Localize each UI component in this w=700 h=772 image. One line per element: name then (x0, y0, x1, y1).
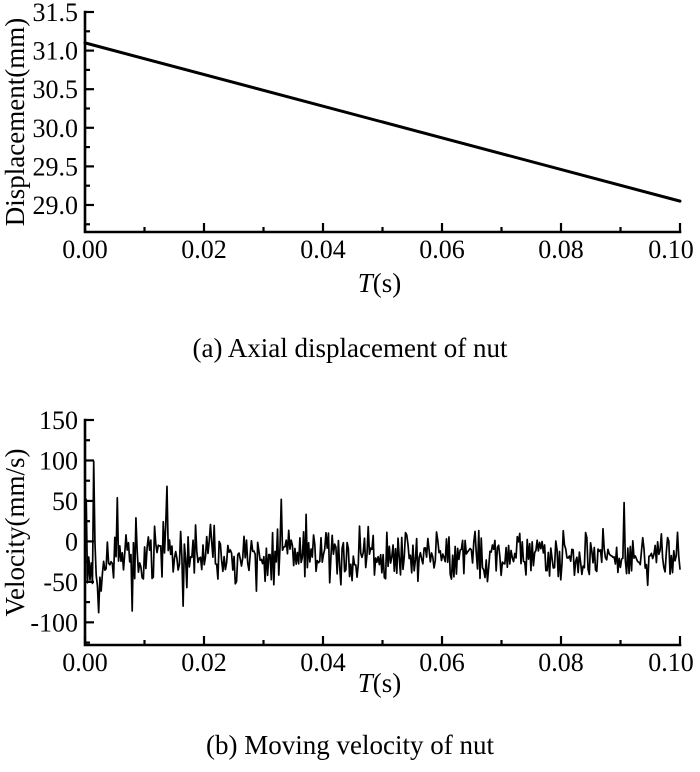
x-tick-label: 0.04 (300, 235, 346, 264)
x-axis-label: T(s) (358, 268, 402, 298)
x-tick-label: 0.10 (648, 648, 694, 677)
y-tick-label: 31.5 (33, 0, 79, 27)
y-tick-label: 0 (65, 527, 78, 556)
x-tick-label: 0.08 (538, 648, 584, 677)
y-tick-label: 29.5 (33, 152, 79, 181)
y-tick-label: 30.5 (33, 75, 79, 104)
y-tick-label: 50 (52, 487, 78, 516)
x-tick-label: 0.00 (62, 648, 108, 677)
y-tick-label: 29.0 (33, 191, 79, 220)
x-tick-label: 0.04 (300, 648, 346, 677)
x-tick-label: 0.02 (181, 235, 227, 264)
x-tick-label: 0.10 (648, 235, 694, 264)
x-tick-label: 0.06 (419, 235, 465, 264)
y-tick-label: 31.0 (33, 37, 79, 66)
x-tick-label: 0.06 (419, 648, 465, 677)
axis-spines (83, 418, 682, 647)
y-tick-label: -50 (43, 568, 78, 597)
y-axis-label: Velocity(mm/s) (0, 449, 30, 617)
x-tick-label: 0.08 (538, 235, 584, 264)
x-axis-label: T(s) (358, 668, 402, 698)
caption-b: (b) Moving velocity of nut (206, 730, 494, 760)
series-nut-moving-velocity-mm-per-s (84, 460, 681, 614)
y-axis-label: Displacement(mm) (0, 18, 30, 226)
displacement-chart: 0.00 0.02 0.04 0.06 0.08 0.10 29.0 29.5 30.0 30.5… (0, 0, 694, 298)
x-tick-label: 0.02 (181, 648, 227, 677)
y-tick-label: 100 (39, 446, 78, 475)
series-nut-axial-displacement-mm (83, 41, 682, 203)
y-tick-label: -100 (30, 608, 78, 637)
y-tick-label: 30.0 (33, 114, 79, 143)
x-tick-label: 0.00 (62, 235, 108, 264)
caption-a: (a) Axial displacement of nut (192, 333, 508, 363)
y-tick-label: 150 (39, 406, 78, 435)
velocity-chart: 0.00 0.02 0.04 0.06 0.08 0.10 -100 -50 0 50 100 150… (0, 406, 694, 698)
